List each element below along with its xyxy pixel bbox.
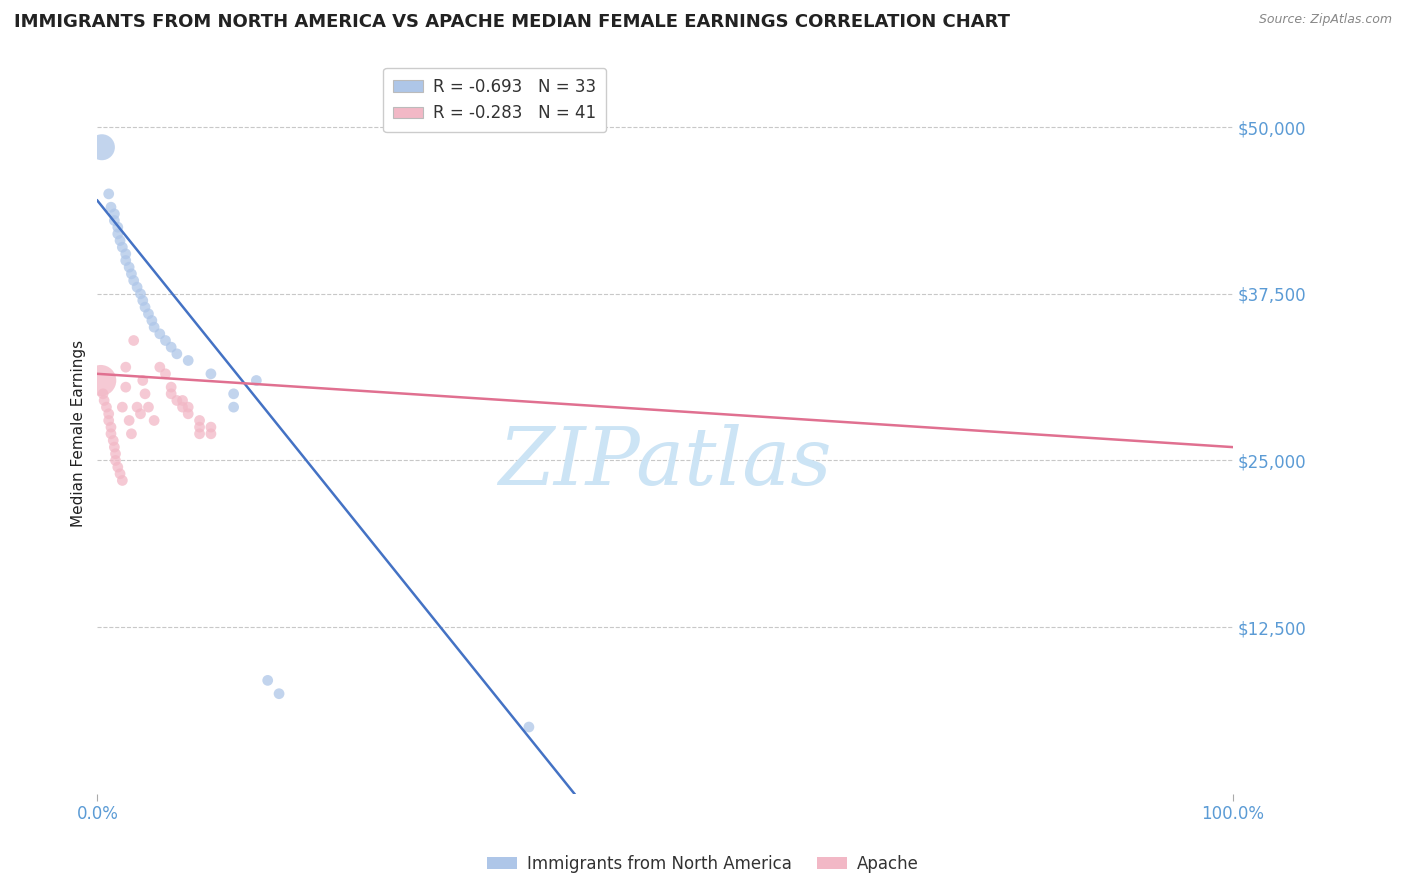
Point (134, 386, 156, 401)
Point (91, 386, 114, 401)
Point (90, 374, 112, 388)
Point (107, 460, 129, 475)
Point (149, 326, 172, 341)
Point (120, 267, 142, 281)
Point (100, 200, 122, 214)
Point (141, 313, 163, 327)
Point (160, 340, 183, 354)
Point (114, 380, 136, 394)
Point (111, 240, 134, 254)
Point (118, 260, 141, 275)
Legend: R = -0.693   N = 33, R = -0.283   N = 41: R = -0.693 N = 33, R = -0.283 N = 41 (384, 68, 606, 132)
Point (245, 374, 267, 388)
Point (222, 400, 245, 414)
Point (104, 453, 127, 467)
Point (111, 474, 134, 488)
Point (222, 386, 245, 401)
Point (132, 293, 155, 308)
Point (118, 413, 141, 427)
Point (104, 447, 127, 461)
Point (155, 334, 177, 348)
Point (114, 247, 136, 261)
Point (200, 367, 222, 381)
Point (134, 300, 156, 314)
Point (200, 420, 222, 434)
Point (188, 420, 211, 434)
Point (138, 400, 160, 414)
Point (129, 407, 152, 421)
Text: IMMIGRANTS FROM NORTH AMERICA VS APACHE MEDIAN FEMALE EARNINGS CORRELATION CHART: IMMIGRANTS FROM NORTH AMERICA VS APACHE … (14, 13, 1010, 31)
Point (103, 213, 125, 227)
Point (172, 400, 194, 414)
Point (517, 720, 540, 734)
Point (100, 426, 122, 441)
Point (188, 413, 211, 427)
Point (143, 413, 166, 427)
Point (103, 440, 125, 454)
Point (111, 400, 134, 414)
Point (155, 367, 177, 381)
Point (108, 234, 131, 248)
Y-axis label: Median Female Earnings: Median Female Earnings (72, 340, 86, 527)
Text: Source: ZipAtlas.com: Source: ZipAtlas.com (1258, 13, 1392, 27)
Point (122, 273, 145, 287)
Point (127, 280, 149, 294)
Point (149, 360, 172, 375)
Point (107, 220, 129, 235)
Point (90, 140, 112, 154)
Point (160, 380, 183, 394)
Point (256, 673, 278, 688)
Point (114, 253, 136, 268)
Point (177, 400, 200, 414)
Point (200, 426, 222, 441)
Point (138, 307, 160, 321)
Point (172, 393, 194, 408)
Point (114, 360, 136, 375)
Point (127, 400, 149, 414)
Point (103, 207, 125, 221)
Point (97, 407, 120, 421)
Point (132, 374, 155, 388)
Point (96, 400, 118, 414)
Point (188, 426, 211, 441)
Legend: Immigrants from North America, Apache: Immigrants from North America, Apache (481, 848, 925, 880)
Point (160, 386, 183, 401)
Point (100, 420, 122, 434)
Text: ZIPatlas: ZIPatlas (499, 424, 832, 501)
Point (267, 687, 290, 701)
Point (97, 413, 120, 427)
Point (108, 467, 131, 481)
Point (93, 393, 115, 408)
Point (177, 353, 200, 368)
Point (107, 227, 129, 241)
Point (177, 407, 200, 421)
Point (129, 286, 152, 301)
Point (122, 334, 145, 348)
Point (120, 426, 142, 441)
Point (103, 434, 125, 448)
Point (166, 347, 188, 361)
Point (166, 393, 188, 408)
Point (97, 186, 120, 201)
Point (143, 320, 166, 334)
